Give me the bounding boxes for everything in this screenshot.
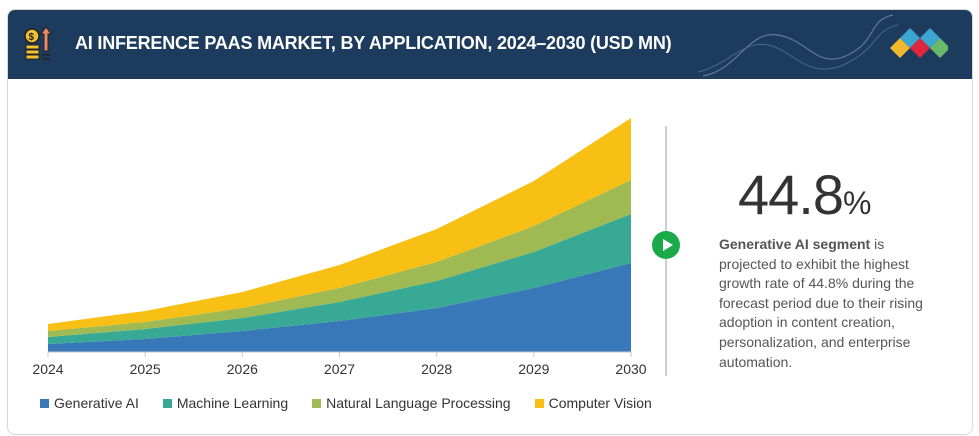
x-tick-label: 2026	[227, 361, 258, 377]
legend-label: Natural Language Processing	[326, 395, 511, 411]
chart-title: AI INFERENCE PAAS MARKET, BY APPLICATION…	[75, 33, 672, 53]
decorative-waves	[698, 14, 898, 77]
x-tick-label: 2029	[518, 361, 549, 377]
svg-text:$: $	[29, 32, 35, 43]
area-computer-vision	[48, 118, 631, 331]
legend-label: Machine Learning	[176, 395, 289, 411]
growth-unit: %	[843, 185, 872, 221]
highlight-description: Generative AI segment is projected to ex…	[719, 235, 934, 372]
x-tick-label: 2028	[421, 361, 452, 377]
x-tick-label: 2024	[32, 361, 63, 377]
area-generative-ai	[48, 263, 631, 352]
growth-value: 44.8	[738, 163, 844, 226]
x-tick-label: 2030	[615, 361, 646, 377]
highlight-bold: Generative AI segment	[719, 236, 871, 252]
legend-item: Machine Learning	[162, 395, 289, 411]
growth-rate: 44.8%	[738, 162, 871, 227]
legend-item: Generative AI	[40, 395, 139, 411]
legend-item: Natural Language Processing	[312, 395, 511, 411]
highlight-text: is projected to exhibit the highest grow…	[719, 236, 923, 370]
area-machine-learning	[48, 214, 631, 344]
legend-label: Generative AI	[54, 395, 139, 411]
legend-swatch	[162, 398, 172, 408]
legend-swatch	[40, 398, 49, 408]
stacked-area-chart: 2024 2025 2026 2027 2028 2029 2030	[32, 118, 647, 377]
chart-card: $ AI INFERENCE PAAS MARKET, BY APPLICATI…	[7, 9, 973, 435]
legend: Generative AI Machine Learning Natural Lan…	[40, 395, 676, 411]
play-icon	[652, 231, 680, 259]
header-bar: $ AI INFERENCE PAAS MARKET, BY APPLICATI…	[8, 10, 972, 79]
legend-swatch	[312, 398, 322, 408]
money-growth-icon: $	[24, 26, 52, 60]
brand-logo	[890, 28, 948, 58]
x-tick-label: 2025	[130, 361, 161, 377]
legend-item: Computer Vision	[534, 395, 652, 411]
legend-swatch	[534, 398, 544, 408]
x-tick-label: 2027	[324, 361, 355, 377]
legend-label: Computer Vision	[548, 395, 652, 411]
